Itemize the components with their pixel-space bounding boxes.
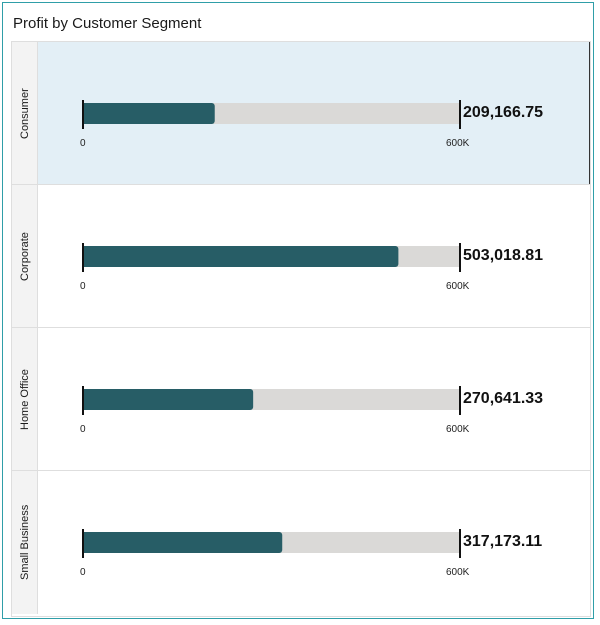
category-label: Home Office xyxy=(19,369,31,430)
tick-label-min: 0 xyxy=(80,567,86,578)
bullet-bar-svg xyxy=(82,386,461,415)
bullet-bar-svg xyxy=(82,243,461,272)
category-label-cell: Small Business xyxy=(12,471,38,614)
category-label-cell: Home Office xyxy=(12,328,38,470)
bar-value[interactable] xyxy=(84,532,283,553)
tick-label-min: 0 xyxy=(80,424,86,435)
category-label: Small Business xyxy=(19,504,31,581)
data-label: 209,166.75 xyxy=(463,104,544,121)
tick-label-max: 600K xyxy=(446,424,470,435)
bar-plot[interactable]: 209,166.75 0 600K xyxy=(38,42,590,184)
category-label-cell: Consumer xyxy=(12,42,38,184)
data-label: 503,018.81 xyxy=(463,247,544,264)
tick-label-min: 0 xyxy=(80,281,86,292)
bullet-bar-svg xyxy=(82,100,461,129)
bar-plot[interactable]: 270,641.33 0 600K xyxy=(38,328,590,470)
bar-value-start xyxy=(84,532,88,553)
data-label: 270,641.33 xyxy=(463,390,544,407)
segment-row-small-business[interactable]: Small Business 317,173.11 0 600K xyxy=(12,471,590,614)
data-label: 317,173.11 xyxy=(463,533,543,550)
tick-label-max: 600K xyxy=(446,138,470,149)
tick-label-max: 600K xyxy=(446,567,470,578)
bar-value-start xyxy=(84,246,88,267)
chart-area: Consumer 209,166.75 0 600K Corporate 503… xyxy=(11,41,591,617)
category-label: Consumer xyxy=(19,88,31,139)
category-label-cell: Corporate xyxy=(12,185,38,327)
category-label: Corporate xyxy=(19,232,31,281)
chart-frame: Profit by Customer Segment Consumer 209,… xyxy=(2,2,594,619)
bar-value-start xyxy=(84,103,88,124)
bar-plot[interactable]: 317,173.11 0 600K xyxy=(38,471,590,614)
tick-label-min: 0 xyxy=(80,138,86,149)
bar-plot[interactable]: 503,018.81 0 600K xyxy=(38,185,590,327)
bullet-bar-svg xyxy=(82,529,461,558)
segment-row-corporate[interactable]: Corporate 503,018.81 0 600K xyxy=(12,185,590,328)
bar-value[interactable] xyxy=(84,103,215,124)
bar-value[interactable] xyxy=(84,246,399,267)
segment-row-home-office[interactable]: Home Office 270,641.33 0 600K xyxy=(12,328,590,471)
segment-row-consumer[interactable]: Consumer 209,166.75 0 600K xyxy=(12,42,590,185)
bar-value-start xyxy=(84,389,88,410)
bar-value[interactable] xyxy=(84,389,254,410)
tick-label-max: 600K xyxy=(446,281,470,292)
chart-title: Profit by Customer Segment xyxy=(13,15,202,32)
